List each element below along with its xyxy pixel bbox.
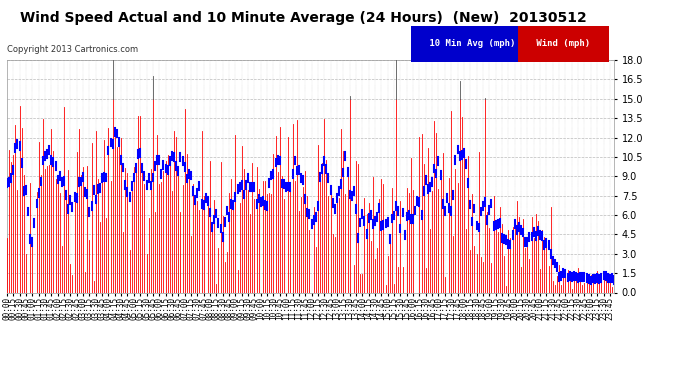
Text: Wind (mph): Wind (mph) [531,39,595,48]
Text: Wind Speed Actual and 10 Minute Average (24 Hours)  (New)  20130512: Wind Speed Actual and 10 Minute Average … [20,11,587,25]
Text: 10 Min Avg (mph): 10 Min Avg (mph) [424,39,521,48]
Text: Copyright 2013 Cartronics.com: Copyright 2013 Cartronics.com [7,45,138,54]
